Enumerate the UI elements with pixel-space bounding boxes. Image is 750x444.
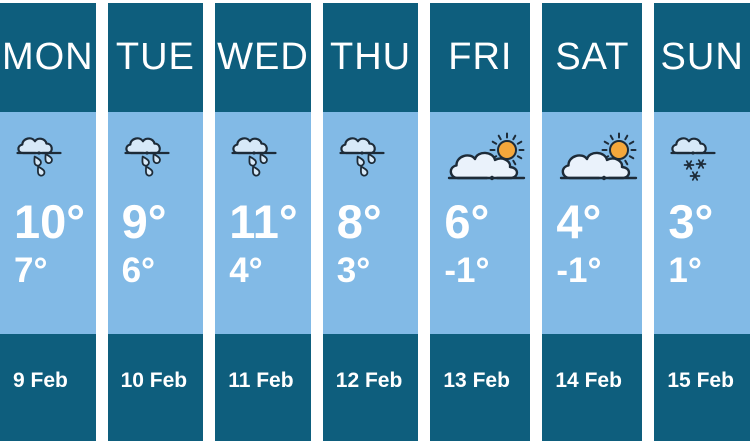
day-label: SUN (654, 3, 750, 112)
low-temperature: 4° (229, 250, 263, 290)
low-temperature: 3° (336, 250, 371, 290)
weather-icon-slot (337, 132, 419, 190)
day-label: TUE (107, 3, 204, 112)
day-conditions: 4° -1° (542, 112, 643, 334)
date-label: 11 Feb (215, 334, 311, 441)
day-conditions: 9° 6° (107, 112, 204, 334)
high-temperature: 8° (336, 195, 382, 248)
low-temperature: 7° (14, 250, 48, 290)
raindrops (33, 153, 53, 177)
rain-cloud-icon (339, 137, 385, 177)
weather-icon-slot (668, 132, 750, 190)
cloud-shape (562, 151, 631, 180)
raindrops (356, 153, 376, 177)
day-conditions: 10° 7° (0, 112, 96, 334)
snow-cloud-icon (670, 137, 716, 181)
day-conditions: 8° 3° (322, 112, 419, 334)
date-label: 15 Feb (654, 334, 750, 441)
date-label: 9 Feb (0, 334, 96, 441)
rain-cloud-icon (123, 137, 170, 177)
cloud-shape (671, 137, 708, 155)
sun-icon (489, 132, 525, 168)
day-conditions: 6° -1° (430, 112, 531, 334)
low-temperature: -1° (444, 250, 490, 290)
forecast-column-fri: FRI 6° -1° 13 Feb (430, 3, 531, 441)
forecast-column-mon: MON 10° 7° 9 Feb (0, 3, 96, 441)
sun-behind-cloud-icon (448, 132, 526, 181)
date-label: 10 Feb (107, 334, 204, 441)
sun-behind-cloud-icon (560, 132, 638, 181)
forecast-column-thu: THU 8° 3° 12 Feb (322, 3, 419, 441)
forecast-column-sun: SUN 3° 1° 15 (654, 3, 750, 441)
weekly-forecast: MON 10° 7° 9 Feb TUE 9° 6° (0, 3, 750, 441)
date-label: 14 Feb (542, 334, 643, 441)
cloud-shape (450, 151, 519, 180)
day-conditions: 11° 4° (215, 112, 311, 334)
day-label: WED (215, 3, 311, 112)
weather-icon-slot (14, 132, 96, 190)
day-label: FRI (430, 3, 531, 112)
high-temperature: 6° (444, 195, 490, 248)
low-temperature: -1° (556, 250, 602, 290)
rain-cloud-icon (16, 137, 62, 177)
cloud-shape (340, 137, 376, 155)
high-temperature: 9° (121, 195, 167, 248)
day-conditions: 3° 1° (654, 112, 750, 334)
cloud-shape (232, 137, 269, 155)
low-temperature: 6° (121, 250, 156, 290)
low-temperature: 1° (668, 250, 702, 290)
day-label: THU (322, 3, 419, 112)
date-label: 12 Feb (322, 334, 419, 441)
high-temperature: 10° (14, 195, 86, 248)
forecast-column-wed: WED 11° 4° 11 Feb (215, 3, 311, 441)
raindrops (248, 153, 269, 177)
high-temperature: 11° (229, 195, 298, 248)
forecast-column-sat: SAT 4° -1° 14 Feb (542, 3, 643, 441)
day-label: MON (0, 3, 96, 112)
weather-icon-slot (556, 132, 642, 190)
weather-icon-slot (122, 132, 204, 190)
forecast-column-tue: TUE 9° 6° 10 Feb (107, 3, 204, 441)
raindrops (141, 153, 161, 177)
cloud-shape (17, 137, 53, 155)
weather-icon-slot (229, 132, 311, 190)
snowflakes (684, 159, 707, 181)
date-label: 13 Feb (430, 334, 531, 441)
high-temperature: 4° (556, 195, 602, 248)
rain-cloud-icon (231, 137, 277, 177)
high-temperature: 3° (668, 195, 714, 248)
weather-icon-slot (444, 132, 530, 190)
cloud-shape (124, 137, 161, 155)
day-label: SAT (542, 3, 643, 112)
